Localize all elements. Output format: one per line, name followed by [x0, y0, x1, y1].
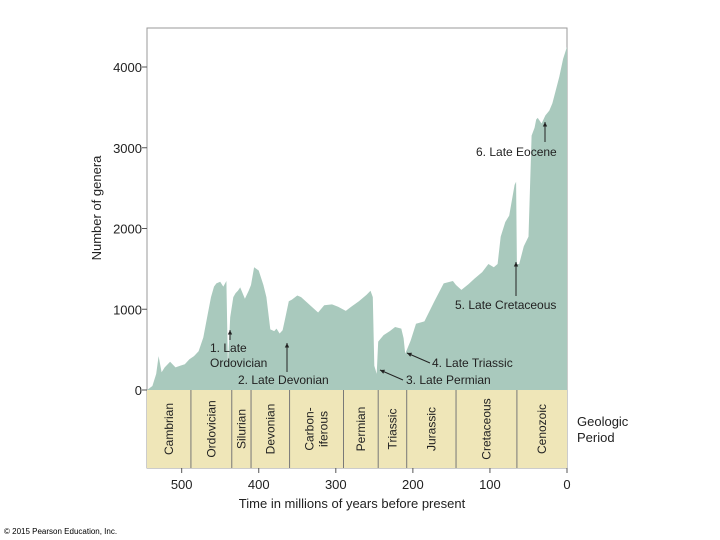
extinction-annotation: 5. Late Cretaceous	[455, 262, 556, 312]
x-tick-label: 500	[171, 477, 193, 492]
annotation-arrowhead	[542, 122, 548, 127]
annotation-arrowhead	[284, 343, 290, 348]
genera-area	[147, 46, 567, 391]
y-tick-label: 3000	[113, 141, 142, 156]
copyright-notice: © 2015 Pearson Education, Inc.	[4, 527, 118, 536]
annotation-text: 6. Late Eocene	[476, 145, 557, 159]
period-label: Silurian	[234, 409, 248, 449]
period-band-bg	[147, 390, 567, 468]
period-band: Cambrian Ordovician Silurian Devonian Carbon…	[147, 390, 567, 468]
period-band-label: Geologic Period	[577, 414, 629, 445]
period-label-text: Devonian	[263, 404, 277, 455]
period-label-text: Ordovician	[204, 400, 218, 457]
extinction-annotation: 2. Late Devonian	[238, 343, 329, 387]
annotation-arrowhead	[380, 369, 385, 374]
annotation-arrowhead	[407, 352, 412, 357]
period-label-text: Jurassic	[424, 407, 438, 451]
period-label-text: iferous	[317, 411, 331, 447]
x-tick-label: 300	[325, 477, 347, 492]
annotation-text: 5. Late Cretaceous	[455, 298, 556, 312]
y-tick-label: 4000	[113, 60, 142, 75]
y-axis-label: Number of genera	[89, 155, 104, 261]
period-label: Cretaceous	[479, 398, 493, 459]
x-axis-label: Time in millions of years before present	[239, 496, 466, 511]
y-tick-label: 0	[135, 383, 142, 398]
period-label: Cenozoic	[535, 404, 549, 454]
extinction-annotation: 3. Late Permian	[379, 369, 491, 387]
period-label-text: Cambrian	[162, 403, 176, 455]
period-label-text: Silurian	[234, 409, 248, 449]
annotation-text: 3. Late Permian	[406, 373, 491, 387]
period-label: Devonian	[263, 404, 277, 455]
period-label: Jurassic	[424, 407, 438, 451]
period-label-text: Carbon-	[303, 407, 317, 450]
period-label: Carbon-iferous	[303, 407, 331, 450]
annotation-text: Ordovician	[210, 356, 267, 370]
period-label: Ordovician	[204, 400, 218, 457]
period-label: Permian	[354, 407, 368, 452]
x-tick-label: 200	[402, 477, 424, 492]
annotation-arrowhead	[513, 262, 519, 267]
x-tick-label: 0	[563, 477, 570, 492]
period-label-text: Triassic	[385, 409, 399, 450]
annotation-text: 1. Late	[210, 341, 247, 355]
period-label-text: Cretaceous	[479, 398, 493, 459]
period-band-label-line: Geologic	[577, 414, 629, 429]
period-label: Triassic	[385, 409, 399, 450]
period-band-label-line: Period	[577, 430, 615, 445]
y-tick-label: 2000	[113, 222, 142, 237]
extinction-annotation: 6. Late Eocene	[476, 122, 557, 159]
period-label: Cambrian	[162, 403, 176, 455]
x-tick-label: 400	[248, 477, 270, 492]
x-tick-label: 100	[479, 477, 501, 492]
annotation-text: 2. Late Devonian	[238, 373, 329, 387]
x-axis: 500 400 300 200 100 0	[171, 468, 571, 492]
annotation-arrowhead	[227, 330, 233, 335]
extinction-annotation: 4. Late Triassic	[406, 352, 513, 370]
period-label-text: Cenozoic	[535, 404, 549, 454]
period-label-text: Permian	[354, 407, 368, 452]
y-tick-label: 1000	[113, 302, 142, 317]
y-axis: 0 1000 2000 3000 4000	[113, 60, 147, 398]
annotation-text: 4. Late Triassic	[432, 356, 513, 370]
